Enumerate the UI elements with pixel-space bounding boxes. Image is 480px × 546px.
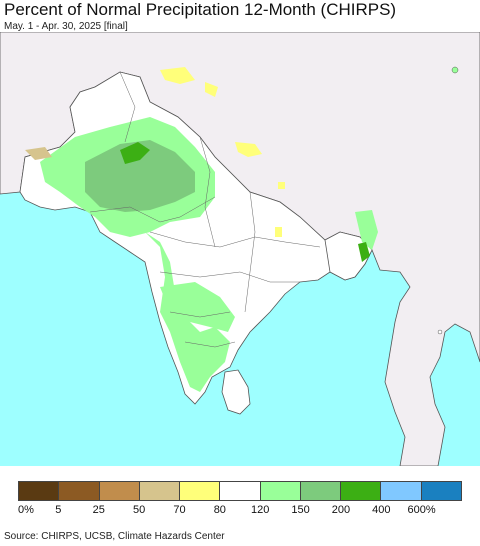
wet-zone-west-coast <box>145 232 230 392</box>
island <box>451 66 459 74</box>
legend-swatch <box>180 482 221 500</box>
legend-label: 25 <box>92 504 105 516</box>
legend-swatch <box>421 482 461 500</box>
legend-label: 120 <box>250 504 270 516</box>
dry-zone-west <box>25 147 52 160</box>
legend-swatch <box>341 482 382 500</box>
very-wet-zone-northwest <box>85 140 195 212</box>
dry-zone-kashmir <box>160 67 195 84</box>
wet-zone-bangladesh <box>358 242 370 262</box>
legend-swatch <box>220 482 261 500</box>
wet-zone-deccan <box>160 282 235 332</box>
legend-swatch <box>260 482 301 500</box>
sri-lanka <box>221 369 251 415</box>
legend-label: 600% <box>407 504 436 516</box>
legend-label: 150 <box>291 504 310 516</box>
source-credit: Source: CHIRPS, UCSB, Climate Hazards Ce… <box>4 531 225 542</box>
extreme-wet-zone-punjab <box>120 142 150 164</box>
legend-labels: 0% 5 25 50 70 80 120 150 200 400 600% <box>0 504 480 518</box>
legend-label: 400 <box>372 504 391 516</box>
state-boundaries <box>89 71 321 348</box>
legend-swatch <box>99 482 140 500</box>
legend-label: 0% <box>18 504 34 516</box>
legend-label: 70 <box>173 504 186 516</box>
legend-swatch <box>381 482 422 500</box>
precipitation-map <box>0 32 480 466</box>
legend-swatch <box>19 482 60 500</box>
dry-zone-central <box>275 227 282 237</box>
island <box>437 329 443 335</box>
map-subtitle: May. 1 - Apr. 30, 2025 [final] <box>4 21 128 32</box>
legend-label: 200 <box>331 504 351 516</box>
legend-swatch <box>59 482 100 500</box>
map-title: Percent of Normal Precipitation 12-Month… <box>4 0 397 19</box>
legend-color-bar <box>18 481 462 501</box>
dry-zone-uttarakhand <box>235 142 262 157</box>
dry-zone-east <box>278 182 285 189</box>
legend-swatch <box>300 482 342 500</box>
wet-zone-northeast <box>355 210 378 250</box>
legend-swatch <box>139 482 181 500</box>
dry-zone-himalaya <box>205 82 218 97</box>
legend-label: 50 <box>132 504 146 516</box>
legend-label: 80 <box>213 504 226 516</box>
legend-label: 5 <box>55 504 62 516</box>
